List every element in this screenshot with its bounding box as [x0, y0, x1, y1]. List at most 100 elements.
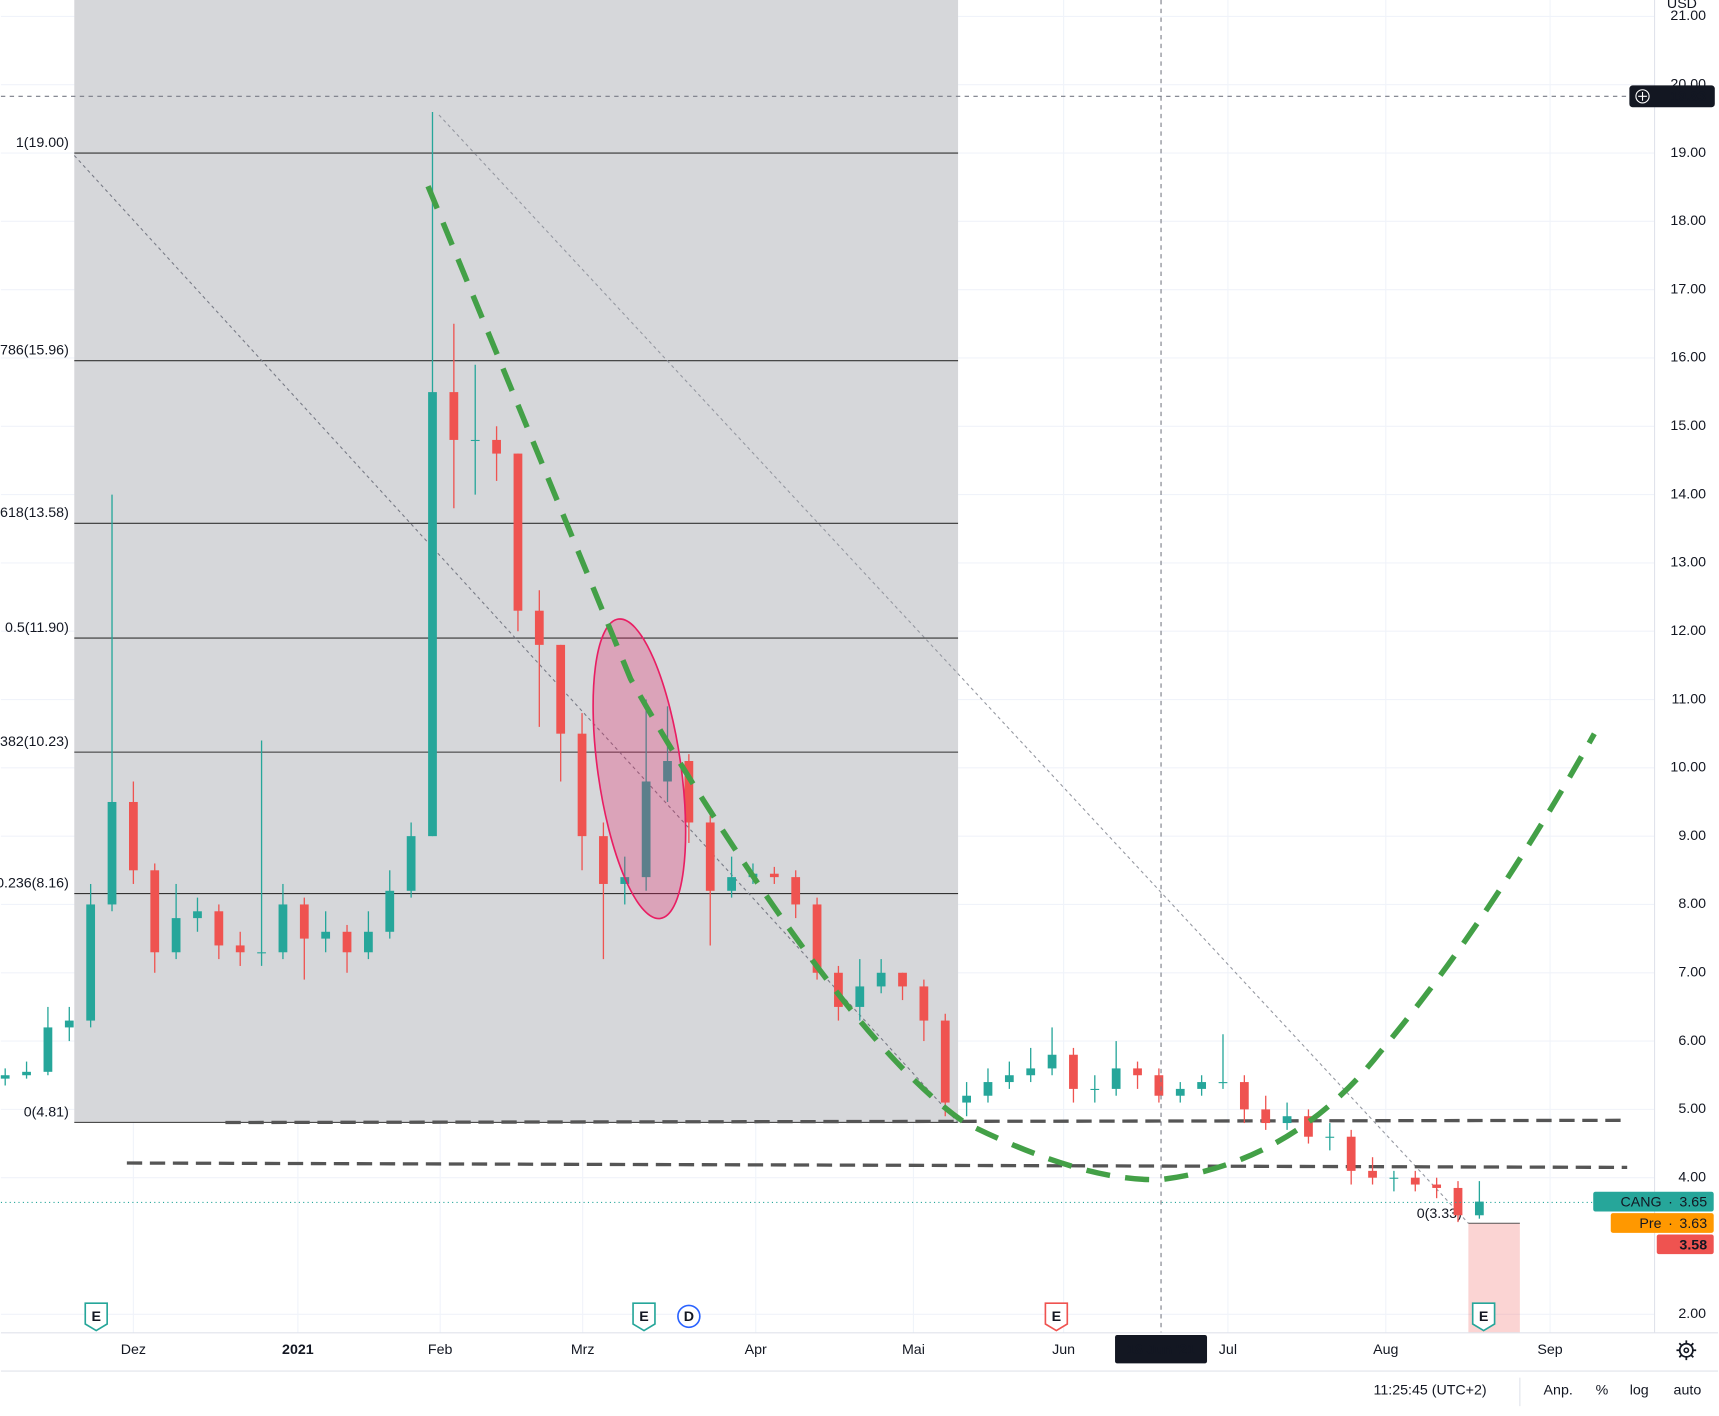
candle-body [1026, 1068, 1036, 1076]
candle-body [470, 439, 480, 442]
x-tick-label: Feb [428, 1342, 453, 1358]
price-label-box [1610, 1213, 1714, 1233]
candle-body [556, 644, 566, 734]
candle-body [1261, 1109, 1271, 1124]
status-bar: 11:25:45 (UTC+2) Anp.% log auto [1373, 1377, 1702, 1407]
candle-body [940, 1020, 950, 1103]
candle-body [150, 870, 160, 953]
event-badge [84, 1302, 108, 1332]
y-tick-label: 6.00 [1678, 1033, 1706, 1049]
fib-label: 0(4.81) [24, 1104, 69, 1120]
candle-body [834, 972, 843, 1007]
candle-body [513, 453, 523, 611]
x-tick-label: Aug [1373, 1342, 1398, 1358]
x-tick-label: Mrz [571, 1342, 595, 1358]
candle-body [1154, 1075, 1164, 1096]
candle-body [1239, 1082, 1249, 1110]
candle-body [171, 918, 181, 953]
price-labels: 19.83 18 Jun '21 CANG · 3.65 Pre · 3.63 3.58 [1115, 85, 1715, 1364]
candle-body [214, 911, 224, 946]
candle-body [1218, 1082, 1228, 1084]
candle-body [278, 904, 288, 953]
support-line [126, 1161, 1628, 1170]
status-button[interactable]: % [1596, 1383, 1609, 1399]
candle-body [492, 439, 501, 454]
candle-body [534, 610, 544, 645]
event-badge [632, 1302, 656, 1332]
x-tick-label: Apr [745, 1342, 767, 1358]
y-tick-label: 9.00 [1678, 828, 1706, 844]
crosshair-plus [1638, 91, 1647, 101]
candle-body [1474, 1201, 1484, 1216]
status-button[interactable]: Anp. [1544, 1383, 1573, 1399]
candle-body [1304, 1116, 1313, 1137]
x-tick-label: Mai [902, 1342, 925, 1358]
y-tick-label: 5.00 [1678, 1101, 1706, 1117]
candle-body [727, 877, 736, 891]
price-label: Pre · 3.63 [1639, 1216, 1707, 1232]
axes: 2.00 4.00 5.00 6.00 7.00 8.00 9.00 10.00 11.00 12… [84, 8, 1707, 1358]
event-label: E [639, 1309, 648, 1325]
currency: USD [1667, 0, 1697, 12]
candle-body [406, 836, 416, 891]
y-tick-label: 8.00 [1678, 896, 1706, 912]
candle-body [599, 836, 608, 884]
price-label-value: 3.63 [1679, 1216, 1707, 1232]
price-label-box [1593, 1191, 1714, 1212]
candle-body [1368, 1170, 1377, 1178]
fib-label: 0(3.33) [1417, 1206, 1462, 1222]
candle-body [321, 931, 331, 939]
fib-label: 0.5(11.90) [5, 620, 69, 636]
candle-body [0, 1075, 10, 1079]
y-tick-label: 14.00 [1670, 486, 1706, 502]
event-marker[interactable]: D [677, 1304, 701, 1329]
y-tick-label: 11.00 [1672, 691, 1707, 707]
settings-icon[interactable] [1676, 1340, 1697, 1361]
candle-body [1090, 1088, 1100, 1090]
event-marker[interactable]: E [1044, 1302, 1069, 1332]
status-button[interactable]: auto [1674, 1383, 1702, 1399]
candle-body [1197, 1082, 1207, 1089]
event-marker[interactable]: E [1471, 1302, 1496, 1332]
status-button[interactable]: log [1630, 1383, 1649, 1399]
event-label: E [1052, 1309, 1061, 1325]
candle-body [705, 822, 715, 891]
y-tick-label: 21.00 [1670, 8, 1706, 24]
candle-body [428, 392, 437, 837]
fib-label: 0.382(10.23) [0, 734, 69, 750]
candle-body [364, 931, 373, 953]
candle-body [1069, 1054, 1078, 1089]
x-tick-label: 2021 [282, 1342, 314, 1358]
candle-body [1175, 1088, 1185, 1096]
crosshair-plus [1635, 89, 1650, 104]
y-tick-label: 19.00 [1670, 145, 1706, 161]
event-marker[interactable]: E [84, 1302, 108, 1332]
event-label: E [1479, 1309, 1488, 1325]
y-tick-label: 10.00 [1670, 760, 1706, 776]
candle-body [193, 911, 202, 919]
event-badge [1044, 1302, 1069, 1332]
candle-body [641, 781, 651, 878]
y-tick-label: 16.00 [1670, 350, 1706, 366]
candle-body [342, 931, 352, 953]
event-marker[interactable]: E [632, 1302, 656, 1332]
candle-body [684, 760, 694, 823]
candle-body [1047, 1054, 1057, 1069]
candle-body [86, 904, 96, 1021]
event-label: D [684, 1309, 694, 1325]
candle-body [43, 1027, 53, 1072]
candle-body [1453, 1187, 1463, 1216]
candle-body [1410, 1177, 1420, 1185]
event-label: E [91, 1309, 100, 1325]
y-tick-label: 7.00 [1678, 965, 1706, 981]
candle-body [449, 392, 459, 440]
y-tick-label: 17.00 [1670, 281, 1706, 297]
candle-body [1432, 1184, 1442, 1188]
projection-path [425, 185, 1597, 1183]
price-label: CANG · 3.65 [1620, 1194, 1707, 1210]
x-tick-label: Jun [1052, 1342, 1075, 1358]
candle-body [299, 904, 309, 939]
price-label-sep: · [1668, 1216, 1673, 1232]
support-line [225, 1118, 1624, 1125]
candle-body [876, 972, 886, 987]
